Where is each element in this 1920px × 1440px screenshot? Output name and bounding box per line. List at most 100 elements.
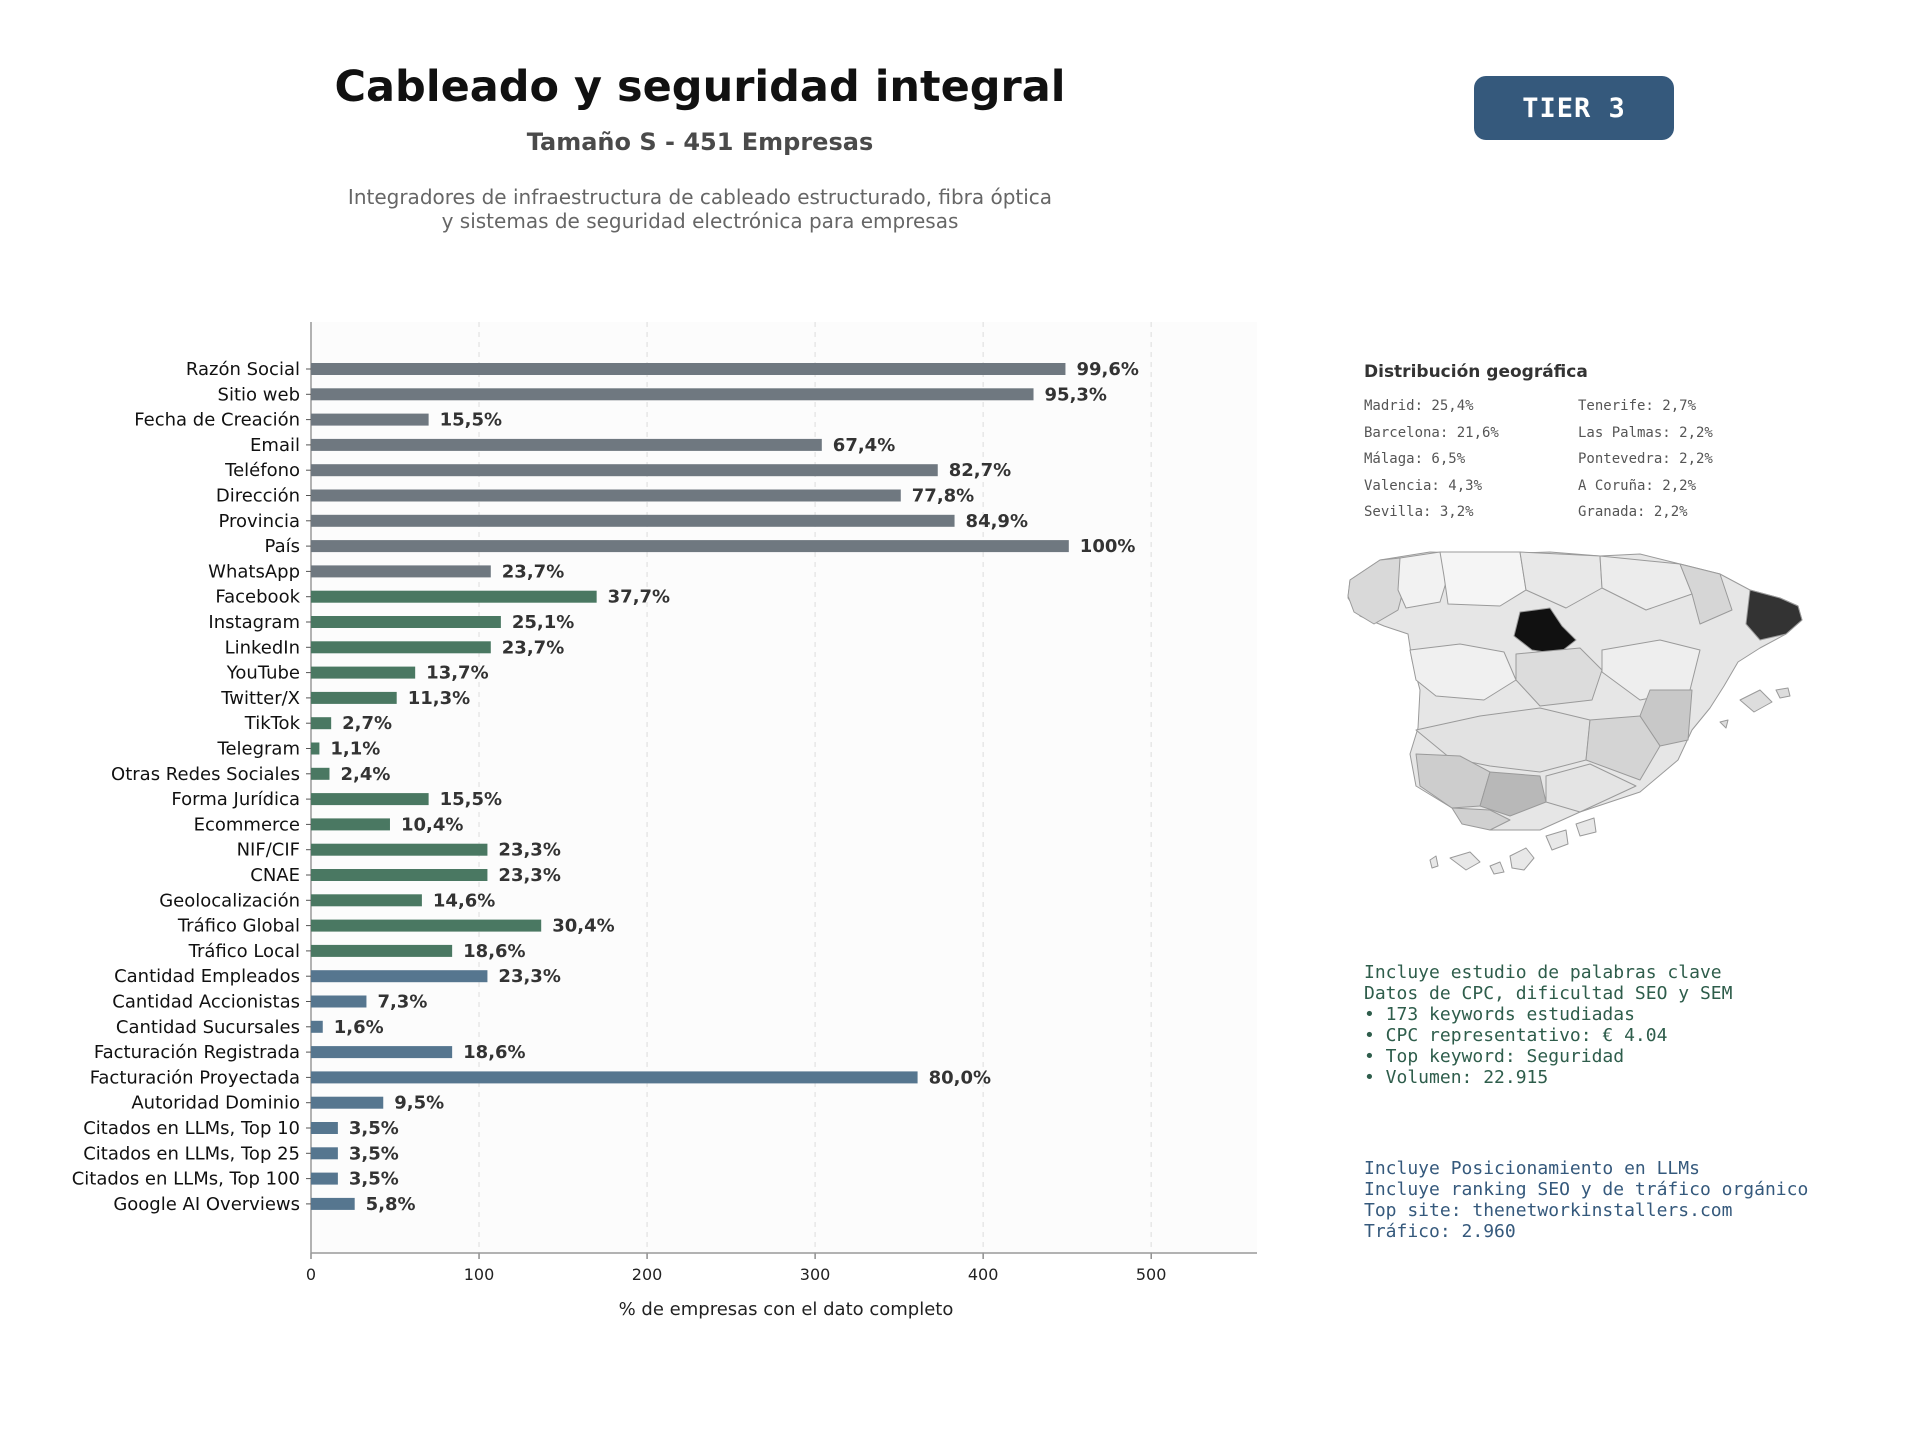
- spain-map: [1347, 551, 1803, 875]
- geo-item: A Coruña: 2,2%: [1578, 477, 1697, 494]
- data-label: 1,6%: [334, 1017, 384, 1038]
- llm-line: Incluye ranking SEO y de tráfico orgánic…: [1364, 1179, 1809, 1200]
- geo-title: Distribución geográfica: [1364, 362, 1588, 382]
- keywords-line: • 173 keywords estudiadas: [1364, 1004, 1635, 1025]
- geo-item: Barcelona: 21,6%: [1364, 424, 1499, 441]
- category-label: Citados en LLMs, Top 10: [83, 1118, 300, 1139]
- data-label: 15,5%: [440, 410, 502, 431]
- category-label: Ecommerce: [194, 814, 300, 835]
- geo-item: Málaga: 6,5%: [1364, 451, 1466, 467]
- map-region: [1545, 829, 1569, 851]
- bar: [311, 894, 422, 907]
- map-region: [1479, 771, 1547, 817]
- map-region: [1639, 689, 1693, 747]
- keywords-line: Datos de CPC, dificultad SEO y SEM: [1364, 983, 1733, 1004]
- category-label: País: [265, 536, 300, 557]
- category-label: Geolocalización: [159, 890, 300, 911]
- bar: [311, 970, 488, 983]
- data-label: 84,9%: [966, 511, 1028, 532]
- geo-list-left: Madrid: 25,4% Barcelona: 21,6% Málaga: 6…: [1364, 398, 1499, 531]
- x-axis-title: % de empresas con el dato completo: [619, 1299, 954, 1320]
- bar: [311, 793, 429, 806]
- bar: [311, 464, 938, 477]
- category-label: Autoridad Dominio: [131, 1093, 300, 1114]
- data-label: 25,1%: [512, 612, 574, 633]
- bar: [311, 363, 1066, 375]
- category-label: Tráfico Global: [177, 916, 300, 937]
- category-label: YouTube: [226, 663, 300, 684]
- bar: [311, 565, 491, 578]
- x-tick-label: 400: [968, 1265, 999, 1284]
- bar: [311, 1020, 323, 1033]
- map-region: [1509, 847, 1535, 871]
- data-label: 18,6%: [463, 941, 525, 962]
- description: Integradores de infraestructura de cable…: [0, 185, 1400, 233]
- bar: [311, 691, 397, 704]
- data-label: 14,6%: [433, 890, 495, 911]
- bar: [311, 995, 367, 1008]
- category-label: Google AI Overviews: [113, 1194, 300, 1215]
- data-label: 2,4%: [340, 764, 390, 785]
- bar: [311, 540, 1069, 553]
- category-label: Fecha de Creación: [134, 410, 300, 431]
- category-label: Twitter/X: [220, 688, 300, 709]
- category-label: WhatsApp: [208, 561, 300, 582]
- category-label: Facturación Proyectada: [90, 1067, 300, 1088]
- x-tick-label: 100: [464, 1265, 495, 1284]
- data-label: 100%: [1080, 536, 1136, 557]
- data-label: 3,5%: [349, 1169, 399, 1190]
- keywords-info: Incluye estudio de palabras clave Datos …: [1364, 962, 1732, 1088]
- category-label: Provincia: [218, 511, 300, 532]
- data-label: 9,5%: [394, 1093, 444, 1114]
- data-label: 23,3%: [498, 840, 560, 861]
- data-label: 3,5%: [349, 1143, 399, 1164]
- category-label: Telegram: [217, 739, 300, 760]
- data-label: 82,7%: [949, 460, 1011, 481]
- data-label: 7,3%: [377, 992, 427, 1013]
- category-label: Teléfono: [224, 460, 300, 481]
- map-region: [1409, 643, 1517, 701]
- data-label: 18,6%: [463, 1042, 525, 1063]
- description-line-2: y sistemas de seguridad electrónica para…: [441, 209, 959, 233]
- bar: [311, 1147, 338, 1160]
- geo-list-right: Tenerife: 2,7% Las Palmas: 2,2% Ponteved…: [1578, 398, 1713, 531]
- bar-chart: 0 100 200 300 400 500 Razón Social 99,6% Sitio w…: [72, 322, 1257, 1320]
- category-label: Citados en LLMs, Top 100: [72, 1169, 300, 1190]
- bar: [311, 1197, 355, 1210]
- x-tick-label: 500: [1136, 1265, 1167, 1284]
- data-label: 37,7%: [608, 587, 670, 608]
- bar: [311, 388, 1034, 401]
- map-region: [1719, 719, 1729, 729]
- geo-item: Pontevedra: 2,2%: [1578, 451, 1713, 467]
- x-tick-label: 200: [632, 1265, 663, 1284]
- category-label: Cantidad Empleados: [114, 966, 300, 987]
- map-region: [1599, 555, 1693, 611]
- map-region: [1397, 551, 1449, 609]
- bar: [311, 590, 597, 603]
- geo-item: Sevilla: 3,2%: [1364, 504, 1474, 520]
- data-label: 67,4%: [833, 435, 895, 456]
- bar: [311, 742, 320, 755]
- category-label: Email: [250, 435, 300, 456]
- map-region: [1439, 551, 1527, 607]
- data-label: 13,7%: [426, 663, 488, 684]
- data-label: 23,3%: [498, 966, 560, 987]
- data-label: 99,6%: [1076, 359, 1138, 380]
- bar: [311, 818, 390, 831]
- bar: [311, 1071, 918, 1084]
- bar: [311, 717, 332, 730]
- data-label: 11,3%: [408, 688, 470, 709]
- data-label: 15,5%: [440, 789, 502, 810]
- map-region: [1515, 647, 1603, 707]
- keywords-line: • Top keyword: Seguridad: [1364, 1046, 1625, 1067]
- geo-item: Valencia: 4,3%: [1364, 477, 1483, 494]
- map-region: [1347, 557, 1407, 625]
- keywords-line: • Volumen: 22.915: [1364, 1067, 1549, 1088]
- map-region: [1449, 851, 1481, 871]
- category-label: Forma Jurídica: [171, 789, 300, 810]
- bar: [311, 666, 416, 679]
- llm-info: Incluye Posicionamiento en LLMs Incluye …: [1364, 1158, 1808, 1242]
- category-label: Tráfico Local: [188, 941, 300, 962]
- category-label: TikTok: [244, 713, 301, 734]
- bar: [311, 767, 330, 780]
